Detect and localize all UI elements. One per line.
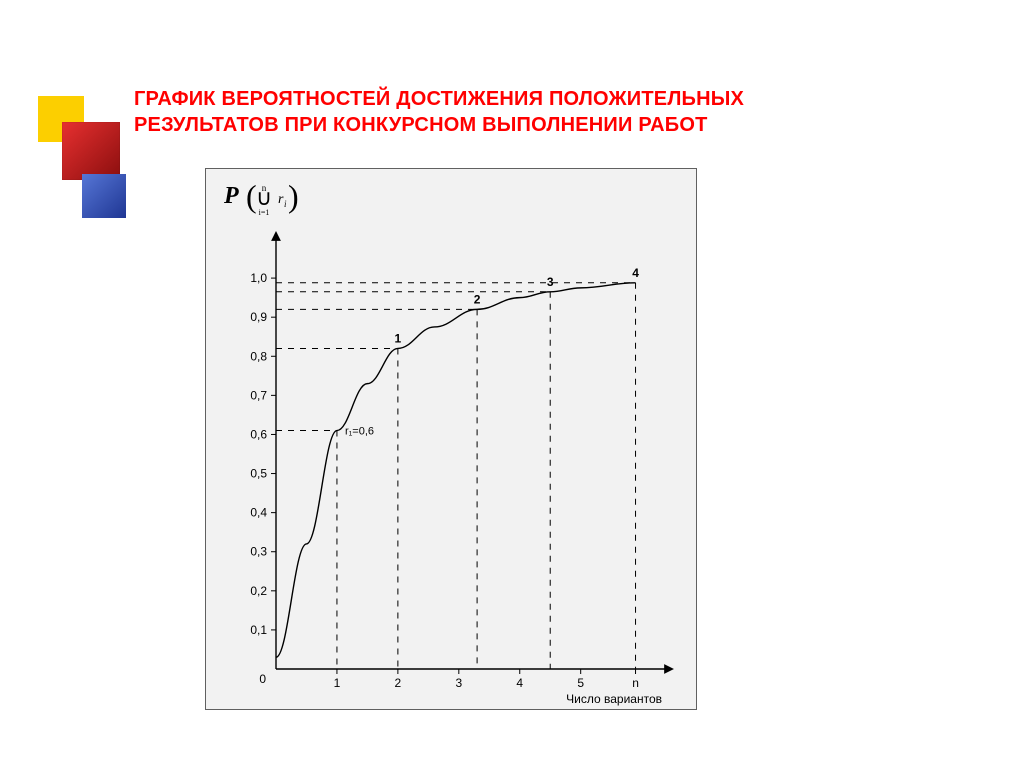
svg-text:0,6: 0,6 — [250, 427, 267, 441]
svg-text:2: 2 — [474, 292, 481, 306]
svg-text:0,5: 0,5 — [250, 467, 267, 481]
svg-text:n: n — [632, 676, 639, 690]
svg-text:0,9: 0,9 — [250, 310, 267, 324]
svg-text:): ) — [288, 178, 299, 214]
probability-chart: P(n∪i=1ri)0,10,20,30,40,50,60,70,80,91,0… — [206, 169, 696, 709]
svg-text:i: i — [284, 199, 287, 209]
svg-text:3: 3 — [547, 275, 554, 289]
svg-text:4: 4 — [516, 676, 523, 690]
svg-text:3: 3 — [455, 676, 462, 690]
svg-text:Число вариантов: Число вариантов — [566, 692, 662, 706]
svg-text:P: P — [223, 183, 239, 209]
decor-squares — [34, 96, 122, 216]
slide-title: ГРАФИК ВЕРОЯТНОСТЕЙ ДОСТИЖЕНИЯ ПОЛОЖИТЕЛ… — [134, 86, 894, 138]
svg-text:5: 5 — [577, 676, 584, 690]
svg-text:i=1: i=1 — [259, 208, 270, 217]
svg-text:0,7: 0,7 — [250, 388, 267, 402]
decor-square-red — [62, 122, 120, 180]
svg-text:1: 1 — [395, 331, 402, 345]
svg-text:2: 2 — [395, 676, 402, 690]
svg-text:0,1: 0,1 — [250, 623, 267, 637]
svg-text:r₁=0,6: r₁=0,6 — [345, 426, 374, 438]
svg-text:0,8: 0,8 — [250, 349, 267, 363]
svg-text:∪: ∪ — [256, 185, 272, 210]
chart-frame: P(n∪i=1ri)0,10,20,30,40,50,60,70,80,91,0… — [205, 168, 697, 710]
svg-text:0,2: 0,2 — [250, 584, 267, 598]
decor-square-blue — [82, 174, 126, 218]
svg-text:4: 4 — [632, 266, 639, 280]
svg-text:0,3: 0,3 — [250, 545, 267, 559]
svg-text:1: 1 — [334, 676, 341, 690]
svg-text:1,0: 1,0 — [250, 271, 267, 285]
svg-text:0,4: 0,4 — [250, 506, 267, 520]
svg-text:0: 0 — [259, 672, 266, 686]
